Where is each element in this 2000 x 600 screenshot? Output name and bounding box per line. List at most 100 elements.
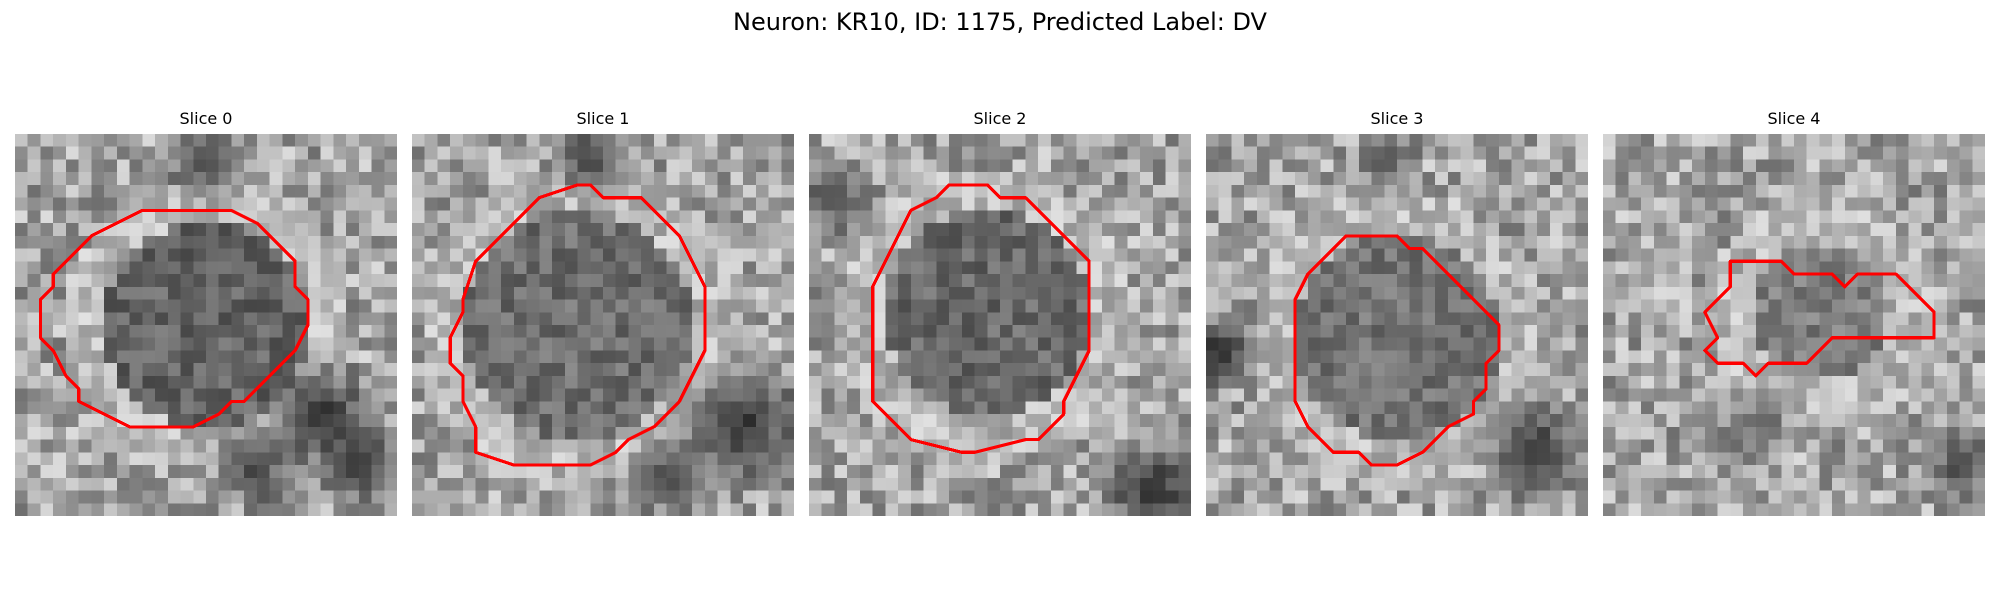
image-pixel	[1549, 465, 1563, 479]
image-pixel	[307, 134, 321, 147]
image-pixel	[475, 325, 489, 338]
image-pixel	[1666, 261, 1680, 275]
image-pixel	[1755, 274, 1769, 288]
image-pixel	[1921, 401, 1935, 415]
image-pixel	[116, 248, 130, 262]
image-pixel	[1615, 363, 1629, 377]
image-pixel	[1819, 426, 1833, 440]
image-pixel	[513, 274, 527, 288]
image-pixel	[167, 235, 181, 249]
image-pixel	[218, 503, 232, 516]
image-pixel	[231, 388, 245, 402]
image-pixel	[577, 452, 591, 466]
image-pixel	[1832, 312, 1846, 326]
image-pixel	[577, 401, 591, 415]
image-pixel	[1743, 312, 1757, 326]
image-pixel	[358, 286, 372, 300]
image-pixel	[653, 337, 667, 351]
image-pixel	[1447, 337, 1461, 351]
image-pixel	[1358, 261, 1372, 275]
image-pixel	[346, 325, 360, 338]
image-pixel	[1946, 325, 1960, 338]
image-pixel	[1397, 299, 1410, 313]
image-pixel	[193, 134, 207, 147]
image-pixel	[1511, 274, 1525, 288]
image-pixel	[437, 286, 451, 300]
image-pixel	[1012, 223, 1026, 237]
image-pixel	[27, 286, 41, 300]
image-pixel	[1537, 363, 1551, 377]
image-pixel	[628, 172, 642, 186]
image-pixel	[1295, 172, 1309, 186]
image-pixel	[1050, 261, 1064, 275]
image-pixel	[412, 363, 425, 377]
image-pixel	[424, 248, 438, 262]
image-pixel	[1511, 210, 1525, 224]
image-pixel	[244, 375, 258, 389]
image-pixel	[1307, 465, 1321, 479]
image-pixel	[949, 388, 963, 402]
image-pixel	[974, 235, 988, 249]
image-pixel	[872, 286, 886, 300]
image-pixel	[1127, 388, 1141, 402]
image-pixel	[1206, 210, 1219, 224]
image-pixel	[885, 146, 899, 160]
image-pixel	[1832, 375, 1846, 389]
image-pixel	[155, 414, 169, 428]
image-pixel	[501, 414, 515, 428]
image-pixel	[488, 223, 502, 237]
image-pixel	[526, 312, 540, 326]
image-pixel	[821, 414, 835, 428]
image-pixel	[256, 134, 270, 147]
image-pixel	[1320, 299, 1334, 313]
image-pixel	[859, 223, 873, 237]
image-pixel	[1038, 375, 1052, 389]
image-pixel	[1346, 286, 1360, 300]
image-pixel	[295, 146, 309, 160]
image-pixel	[1679, 375, 1693, 389]
image-pixel	[821, 134, 835, 147]
image-pixel	[1934, 325, 1948, 338]
image-pixel	[1743, 248, 1757, 262]
image-pixel	[1165, 286, 1179, 300]
image-pixel	[1870, 325, 1884, 338]
image-pixel	[1870, 439, 1884, 453]
image-pixel	[987, 146, 1001, 160]
image-pixel	[923, 235, 937, 249]
image-pixel	[1806, 146, 1820, 160]
image-pixel	[282, 477, 296, 491]
image-pixel	[1870, 172, 1884, 186]
image-pixel	[1844, 299, 1858, 313]
image-pixel	[513, 159, 527, 173]
image-pixel	[180, 223, 194, 237]
image-pixel	[501, 363, 515, 377]
image-pixel	[1717, 439, 1731, 453]
image-pixel	[755, 337, 769, 351]
image-pixel	[552, 312, 566, 326]
image-pixel	[1422, 401, 1436, 415]
image-pixel	[384, 414, 397, 428]
image-pixel	[679, 490, 693, 504]
image-pixel	[142, 184, 156, 198]
image-pixel	[65, 452, 79, 466]
image-pixel	[1101, 337, 1115, 351]
image-pixel	[1562, 375, 1576, 389]
image-pixel	[475, 223, 489, 237]
image-pixel	[949, 210, 963, 224]
image-pixel	[872, 503, 886, 516]
image-pixel	[1114, 439, 1128, 453]
image-pixel	[27, 452, 41, 466]
image-pixel	[923, 172, 937, 186]
image-pixel	[244, 503, 258, 516]
image-pixel	[206, 350, 219, 364]
image-pixel	[1206, 414, 1219, 428]
image-pixel	[295, 210, 309, 224]
image-pixel	[898, 197, 912, 211]
image-pixel	[1908, 210, 1922, 224]
image-pixel	[40, 439, 54, 453]
image-pixel	[1114, 134, 1128, 147]
image-pixel	[615, 337, 629, 351]
image-pixel	[1435, 312, 1449, 326]
image-pixel	[206, 439, 219, 453]
image-pixel	[333, 375, 347, 389]
